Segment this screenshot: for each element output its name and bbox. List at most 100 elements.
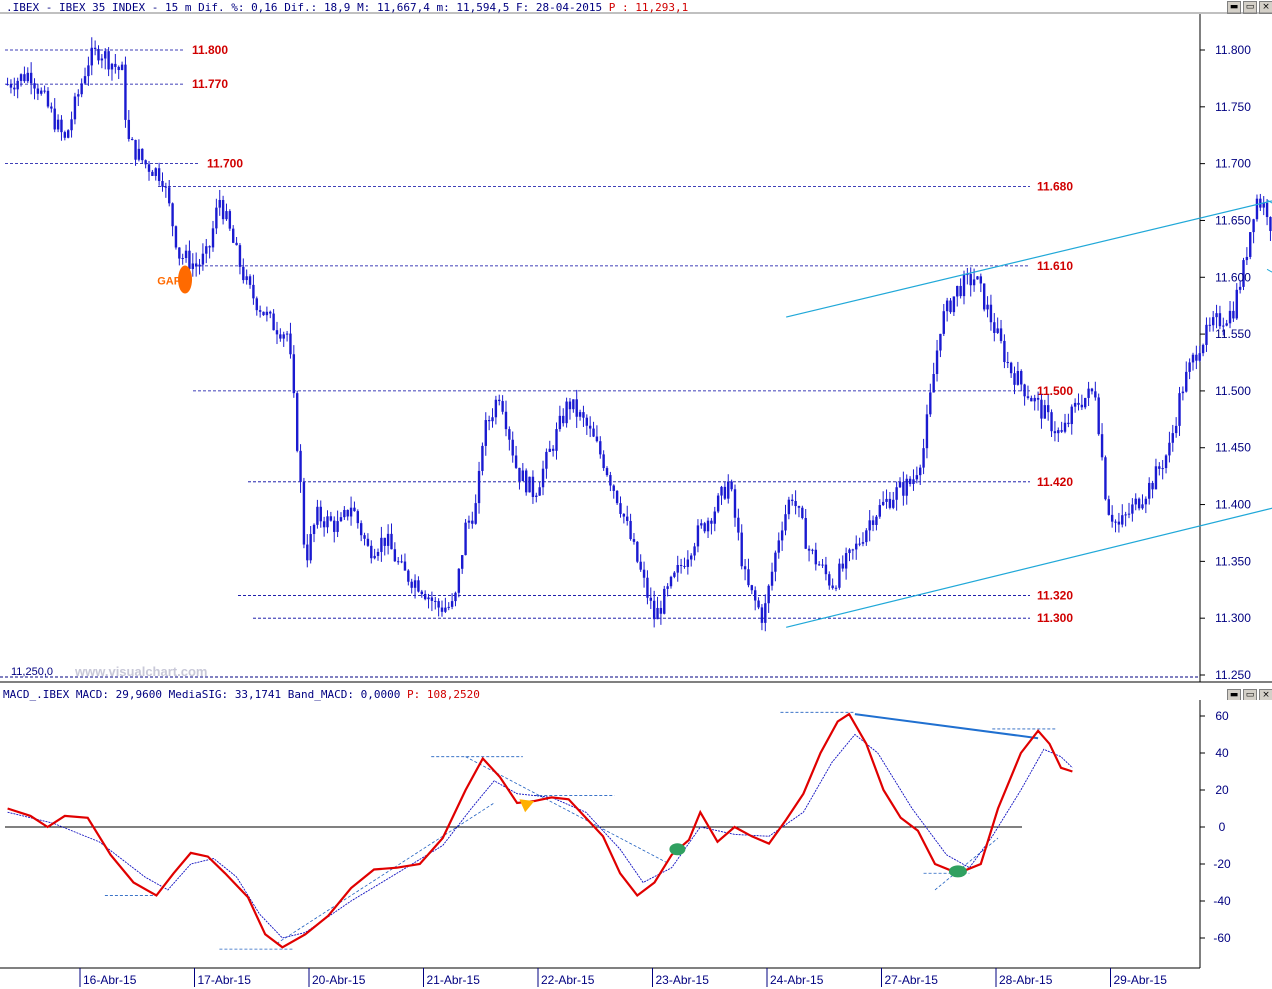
candle-body xyxy=(6,84,9,86)
candle-body xyxy=(380,537,383,552)
candle-body xyxy=(1100,434,1104,458)
candle-body xyxy=(1265,202,1269,218)
minimize-icon[interactable]: ▬ xyxy=(1227,689,1241,702)
candle-body xyxy=(299,450,302,482)
x-tick-label: 21-Abr-15 xyxy=(427,973,481,987)
candle-body xyxy=(1252,219,1255,233)
price-axis-bg xyxy=(1200,14,1272,682)
candle-body xyxy=(454,592,457,602)
candle-body xyxy=(511,439,514,456)
candle-body xyxy=(595,436,599,442)
candle-body xyxy=(1235,289,1238,319)
candle-body xyxy=(215,207,218,229)
candle-body xyxy=(605,468,609,476)
candle-body xyxy=(13,87,16,90)
candle-body xyxy=(33,83,36,89)
candle-body xyxy=(1110,514,1114,522)
candle-body xyxy=(1023,384,1026,397)
candle-body xyxy=(669,576,673,587)
candle-body xyxy=(60,119,63,133)
candle-body xyxy=(1114,521,1117,523)
x-tick-label: 29-Abr-15 xyxy=(1114,973,1168,987)
candle-body xyxy=(929,392,932,415)
diff-abs: 18,9 xyxy=(323,1,351,14)
candle-body xyxy=(743,566,747,570)
candle-body xyxy=(824,564,828,575)
candle-body xyxy=(979,276,983,284)
candle-body xyxy=(87,65,90,77)
candle-body xyxy=(1181,391,1185,394)
candle-body xyxy=(188,250,191,269)
minimize-icon[interactable]: ▬ xyxy=(1227,1,1241,14)
candle-body xyxy=(1218,313,1222,327)
candle-body xyxy=(178,247,181,259)
candle-body xyxy=(1201,344,1205,354)
candle-body xyxy=(962,274,966,297)
candle-body xyxy=(1191,354,1195,363)
candle-body xyxy=(359,523,363,536)
candle-body xyxy=(861,542,865,544)
candle-body xyxy=(1127,513,1131,515)
candle-body xyxy=(609,475,612,486)
level-label: 11.770 xyxy=(192,77,228,91)
candle-body xyxy=(275,330,279,335)
candle-body xyxy=(265,311,269,316)
candle-body xyxy=(329,516,333,521)
candle-body xyxy=(366,538,370,546)
annotations: GAP xyxy=(157,199,1272,628)
candle-body xyxy=(1104,457,1107,500)
candle-body xyxy=(1144,498,1148,505)
candle-body xyxy=(757,600,760,608)
candle-body xyxy=(612,485,615,491)
y-tick-label: 11.700 xyxy=(1215,157,1251,171)
candle-body xyxy=(881,501,885,506)
candle-body xyxy=(945,300,949,312)
candle-body xyxy=(683,565,686,567)
candle-body xyxy=(63,132,67,138)
candle-body xyxy=(477,470,481,504)
candle-body xyxy=(531,476,535,497)
candle-body xyxy=(592,428,595,437)
candle-body xyxy=(245,276,248,281)
candle-body xyxy=(646,577,649,598)
candle-body xyxy=(1013,373,1016,385)
candle-body xyxy=(16,80,19,90)
candle-body xyxy=(676,564,679,573)
candle-body xyxy=(1080,404,1084,408)
candle-body xyxy=(1043,405,1047,419)
price-header: .IBEX - IBEX 35 INDEX - 15 m Dif. %: 0,1… xyxy=(6,1,688,14)
candle-body xyxy=(535,495,538,497)
candle-body xyxy=(19,74,23,81)
candle-body xyxy=(807,548,811,551)
candle-body xyxy=(575,399,578,417)
price-label: P : xyxy=(608,1,629,14)
cross-down-marker xyxy=(519,799,535,813)
candle-body xyxy=(306,544,309,561)
candle-body xyxy=(720,486,723,496)
candle-body xyxy=(999,328,1003,341)
candle-body xyxy=(242,266,245,281)
candle-body xyxy=(844,553,848,569)
horizontal-levels: 11.800 11.770 11.700 11.680 11.610 11.500 11.4… xyxy=(5,43,1073,625)
macd-y-tick-label: 60 xyxy=(1215,709,1229,723)
candle-body xyxy=(794,500,797,507)
candle-body xyxy=(770,571,774,586)
candle-body xyxy=(797,506,801,508)
y-tick-label: 11.650 xyxy=(1215,213,1251,227)
candle-body xyxy=(262,311,265,316)
candle-body xyxy=(713,511,716,524)
candle-body xyxy=(767,585,770,604)
candle-body xyxy=(114,63,117,67)
candle-body xyxy=(23,74,26,82)
candle-body xyxy=(578,412,582,417)
candle-body xyxy=(356,511,360,524)
candle-body xyxy=(73,96,77,120)
candle-body xyxy=(656,607,659,620)
candle-body xyxy=(386,533,390,546)
candle-body xyxy=(1057,430,1060,434)
candle-body xyxy=(673,572,676,577)
candle-body xyxy=(137,148,141,160)
candle-body xyxy=(447,606,450,608)
candle-body xyxy=(9,84,13,88)
